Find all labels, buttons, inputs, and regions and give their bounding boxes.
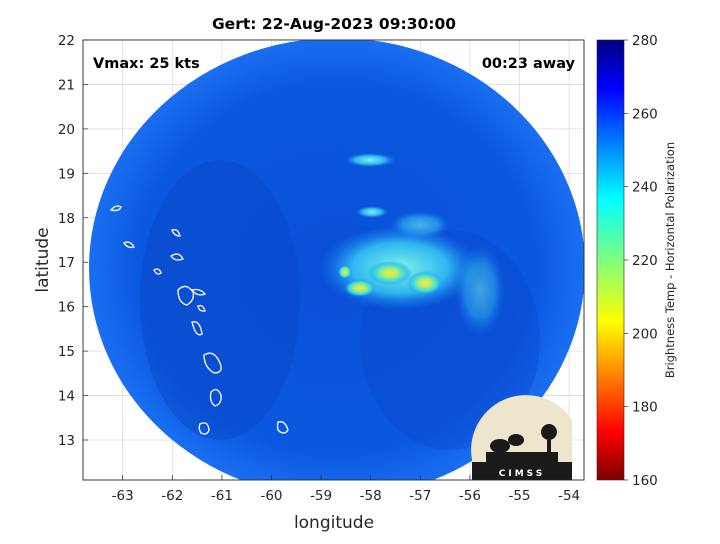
plot-border <box>82 39 585 481</box>
y-axis-label: latitude <box>33 227 53 292</box>
island-outline <box>170 253 184 261</box>
island-outline <box>203 352 222 374</box>
x-tick-label: -63 <box>112 488 134 504</box>
convective-region <box>455 245 505 335</box>
y-tick-label: 17 <box>58 255 75 271</box>
x-axis-label: longitude <box>294 513 374 533</box>
island-outline <box>123 241 135 249</box>
logo-text: CIMSS <box>499 469 545 479</box>
building-icon <box>486 452 558 464</box>
island-outline <box>177 285 195 306</box>
y-tick-label: 13 <box>58 433 75 449</box>
x-tick-label: -56 <box>459 488 481 504</box>
y-tick-label: 18 <box>58 211 75 227</box>
colorbar-tick-label: 200 <box>632 326 658 342</box>
microwave-swath <box>89 40 584 480</box>
chart-title: Gert: 22-Aug-2023 09:30:00 <box>212 15 456 33</box>
cold-core <box>368 261 412 285</box>
x-tick-label: -58 <box>360 488 382 504</box>
cold-core <box>344 279 376 297</box>
island-outline <box>171 228 181 237</box>
y-tick-label: 14 <box>58 389 75 405</box>
island-outline <box>198 422 210 435</box>
x-tick-label: -60 <box>260 488 282 504</box>
x-tick-label: -62 <box>161 488 183 504</box>
colorbar-tick-label: 180 <box>632 400 658 416</box>
logo-ground <box>472 462 572 480</box>
warm-band <box>140 160 300 440</box>
cloud-band <box>345 153 395 167</box>
x-tick-label: -59 <box>310 488 332 504</box>
y-tick-label: 20 <box>58 122 75 138</box>
island-outline <box>109 205 122 212</box>
cloud-band <box>356 206 388 218</box>
island-outline <box>197 304 206 312</box>
x-tick-label: -55 <box>508 488 530 504</box>
time-away-label: 00:23 away <box>482 56 576 72</box>
colorbar <box>596 39 625 481</box>
colorbar-label: Brightness Temp - Horizontal Polarizatio… <box>663 142 677 378</box>
x-tick-label: -57 <box>409 488 431 504</box>
dish-icon <box>490 439 510 453</box>
colorbar-tick-label: 220 <box>632 253 658 269</box>
cimss-logo: CIMSS <box>471 395 572 480</box>
y-tick-label: 16 <box>58 300 75 316</box>
colorbar-tick-label: 240 <box>632 180 658 196</box>
colorbar-tick-label: 260 <box>632 106 658 122</box>
colorbar-tick-label: 280 <box>632 33 658 49</box>
x-tick-label: -54 <box>558 488 580 504</box>
y-tick-label: 22 <box>58 33 75 49</box>
land-outlines <box>109 205 289 480</box>
water-tower-icon <box>541 424 557 440</box>
x-ticks: -63 -62 -61 -60 -59 -58 -57 -56 -55 -54 <box>112 475 580 504</box>
vmax-label: Vmax: 25 kts <box>93 56 200 72</box>
island-outline <box>191 321 203 336</box>
island-outline <box>177 471 185 480</box>
dish-icon <box>508 434 524 446</box>
x-tick-label: -61 <box>211 488 233 504</box>
island-outline <box>209 388 222 407</box>
y-ticks: 13 14 15 16 17 18 19 20 21 22 <box>58 33 88 449</box>
island-outline <box>276 421 289 434</box>
y-tick-label: 15 <box>58 344 75 360</box>
island-outline <box>190 288 207 296</box>
y-tick-label: 21 <box>58 77 75 93</box>
water-tower-leg <box>547 440 551 462</box>
y-tick-label: 19 <box>58 166 75 182</box>
cold-core <box>407 271 443 295</box>
cold-core <box>338 265 352 279</box>
colorbar-ticks: 160 180 200 220 240 260 280 <box>624 33 658 489</box>
colorbar-tick-label: 160 <box>632 473 658 489</box>
island-outline <box>153 268 162 275</box>
